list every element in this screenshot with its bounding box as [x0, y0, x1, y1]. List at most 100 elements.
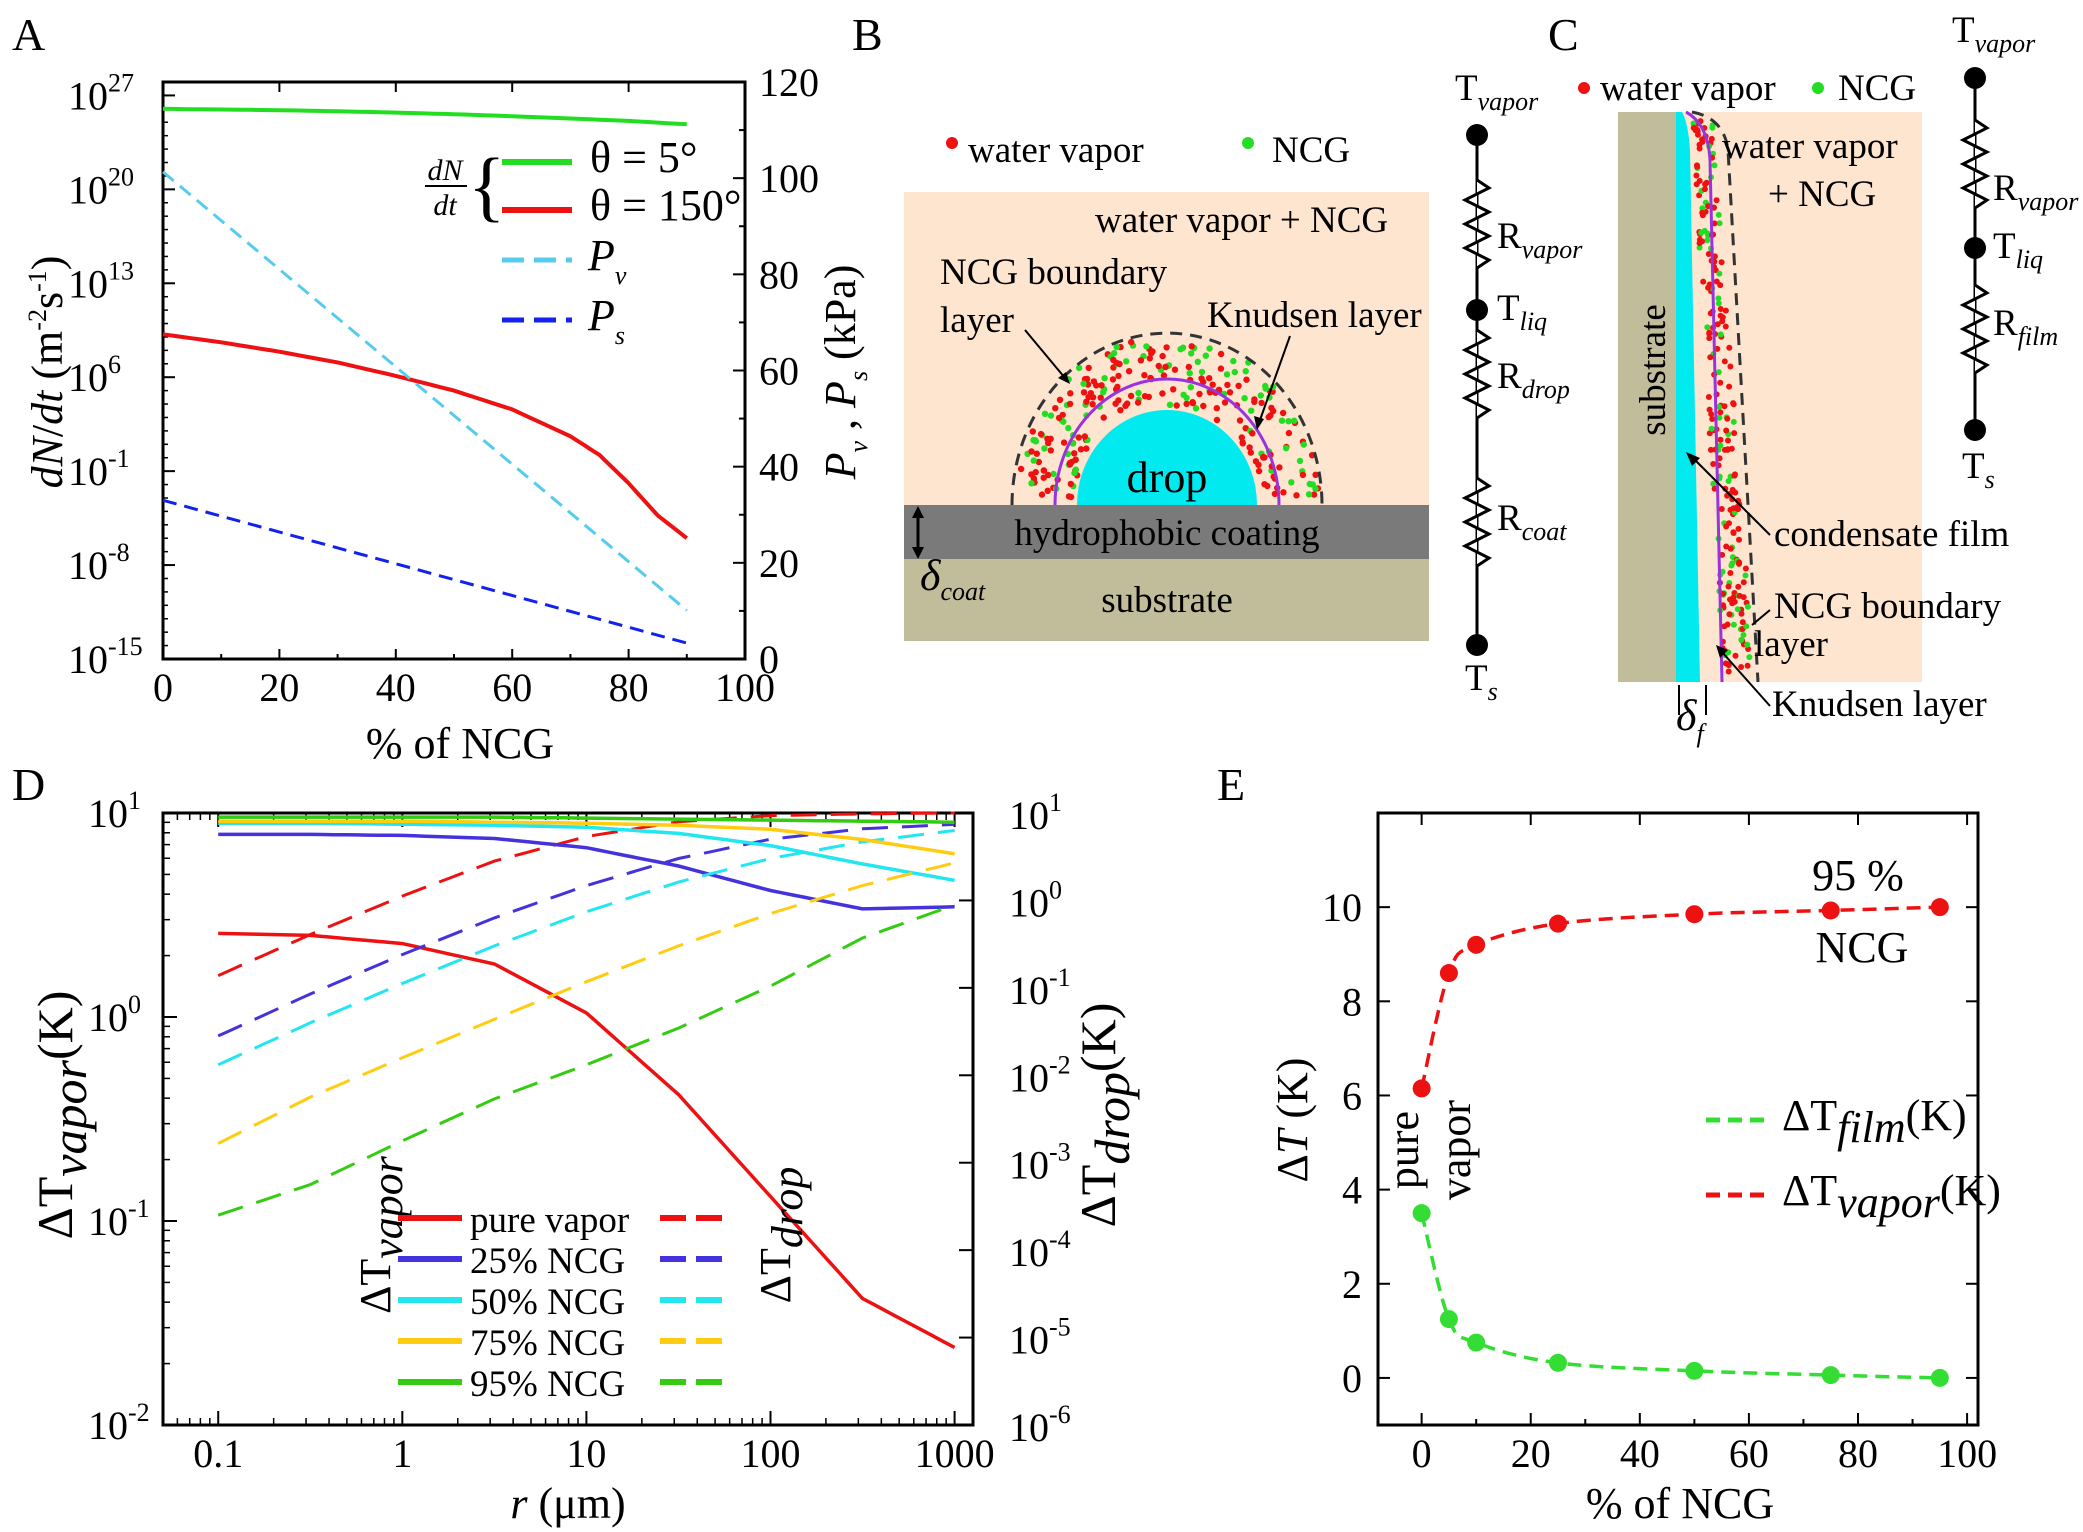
schematic-dot-c: [1727, 570, 1734, 576]
schematic-dot-b: [1109, 376, 1117, 383]
panel-c: C water vapor NCG substrate water vapor …: [1548, 9, 2079, 748]
node-tliq-b: [1466, 299, 1488, 321]
schematic-dot-c: [1740, 579, 1747, 586]
schematic-dot-c: [1716, 270, 1723, 277]
schematic-dot-c: [1706, 281, 1713, 288]
schematic-dot-c: [1723, 427, 1730, 434]
schematic-dot-c: [1716, 403, 1722, 410]
schematic-dot-b: [1213, 405, 1221, 412]
annotation-vapor: vapor: [1431, 1100, 1480, 1201]
schematic-dot-c: [1743, 623, 1750, 630]
schematic-dot-b: [1188, 343, 1195, 350]
a-ytick-right-label: 100: [759, 156, 819, 201]
d-ytick-left-label: 10-2: [88, 1398, 150, 1448]
schematic-dot-b: [1123, 358, 1130, 365]
schematic-dot-c: [1699, 209, 1706, 216]
schematic-dot-c: [1704, 237, 1711, 244]
panel-e: E 0 20 40 60 80 100 0 2 4 6 8 10 95 % NCG pure vapo…: [1217, 759, 2001, 1528]
schematic-dot-b: [1066, 400, 1074, 408]
schematic-dot-b: [1060, 439, 1068, 446]
substrate-b: [904, 559, 1429, 641]
schematic-dot-b: [1312, 471, 1319, 478]
schematic-dot-b: [1159, 390, 1166, 397]
node-ts-b: [1466, 634, 1488, 656]
schematic-dot-b: [1125, 368, 1133, 375]
d-vapor-1: [218, 832, 955, 911]
schematic-dot-c: [1744, 662, 1751, 669]
annotation-ncg: NCG: [1816, 923, 1909, 972]
schematic-dot-b: [1246, 444, 1253, 451]
plot-a-xlabel: % of NCG: [366, 719, 554, 768]
schematic-dot-b: [1116, 360, 1123, 368]
schematic-dot-c: [1740, 632, 1747, 638]
e-point-1: [1549, 914, 1567, 933]
schematic-dot-b: [1035, 458, 1043, 466]
schematic-dot-b: [1089, 401, 1096, 408]
legend-d-label-25: 25% NCG: [470, 1241, 625, 1282]
schematic-dot-b: [1044, 435, 1051, 442]
d-ytick-right-label: 100: [1009, 875, 1062, 925]
schematic-dot-b: [1097, 394, 1104, 401]
schematic-dot-c: [1722, 307, 1729, 314]
a-ytick-right-label: 40: [759, 445, 799, 490]
schematic-dot-b: [1236, 417, 1244, 424]
d-xtick-label: 0.1: [193, 1431, 243, 1476]
ncg-boundary: [1010, 331, 1324, 506]
schematic-dot-b: [1179, 344, 1187, 351]
schematic-dot-c: [1715, 211, 1722, 218]
plot-e-ylabel: ΔT (K): [1268, 1058, 1317, 1183]
schematic-dot-c: [1717, 436, 1724, 443]
schematic-dot-b: [1209, 381, 1216, 388]
schematic-dot-b: [1305, 491, 1313, 498]
schematic-dot-c: [1690, 120, 1697, 127]
schematic-dot-b: [1291, 417, 1298, 424]
e-xtick-label: 20: [1511, 1431, 1551, 1476]
schematic-dot-b: [1300, 441, 1308, 448]
schematic-dot-c: [1711, 162, 1718, 169]
schematic-dot-b: [1255, 467, 1263, 475]
resistor-rdrop-b: [1461, 328, 1493, 420]
film-arrow-head: [1686, 452, 1700, 466]
schematic-dot-b: [1170, 386, 1177, 393]
schematic-dot-b: [1141, 393, 1149, 400]
ncg-boundary-c: [1691, 110, 1760, 683]
schematic-dot-c: [1705, 251, 1712, 257]
schematic-dot-b: [1050, 470, 1057, 478]
schematic-dot-b: [1101, 375, 1108, 382]
legend-d-label-95: 95% NCG: [470, 1364, 625, 1405]
a-xtick-label: 40: [376, 665, 416, 710]
resistor-rfilm-c: [1959, 283, 1991, 375]
d-xtick-label: 1000: [915, 1431, 995, 1476]
e-point-1: [1439, 964, 1458, 983]
schematic-dot-c: [1704, 324, 1711, 331]
knudsen-label-b: Knudsen layer: [1207, 295, 1422, 336]
schematic-dot-b: [1137, 357, 1145, 364]
schematic-dot-b: [1280, 489, 1287, 496]
d-ytick-right-label: 10-1: [1009, 963, 1071, 1013]
plot-d-ticks: 0.1 1 10 100 1000 101 100 10-1 10-2 101 100 10-1 10-…: [88, 786, 1071, 1476]
schematic-dot-c: [1739, 619, 1746, 626]
schematic-dot-b: [1243, 376, 1250, 383]
schematic-dot-b: [1077, 446, 1085, 453]
schematic-dot-c: [1717, 306, 1724, 312]
schematic-dot-c: [1724, 415, 1731, 422]
schematic-dot-c: [1746, 654, 1753, 661]
schematic-dot-c: [1715, 300, 1722, 307]
schematic-dot-b: [1117, 407, 1124, 414]
schematic-dot-b: [1271, 490, 1279, 498]
d-ytick-right-label: 101: [1009, 788, 1062, 838]
schematic-dot-c: [1716, 220, 1723, 227]
d-drop-2: [217, 829, 955, 1067]
schematic-dot-c: [1702, 181, 1709, 188]
schematic-dot-b: [1186, 370, 1193, 377]
plot-a-series: [162, 106, 689, 645]
delta-coat-arrow-up: [912, 506, 924, 518]
e-point-0: [1439, 1310, 1458, 1329]
schematic-dot-c: [1723, 543, 1730, 550]
schematic-dot-c: [1725, 437, 1731, 444]
schematic-dot-c: [1706, 430, 1713, 437]
coating-label: hydrophobic coating: [1014, 513, 1319, 554]
schematic-dot-b: [1047, 447, 1055, 454]
dot-cloud-b: [1017, 338, 1322, 501]
schematic-dot-b: [1071, 450, 1078, 457]
